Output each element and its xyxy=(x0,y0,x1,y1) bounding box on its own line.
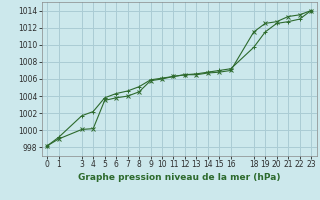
X-axis label: Graphe pression niveau de la mer (hPa): Graphe pression niveau de la mer (hPa) xyxy=(78,173,280,182)
